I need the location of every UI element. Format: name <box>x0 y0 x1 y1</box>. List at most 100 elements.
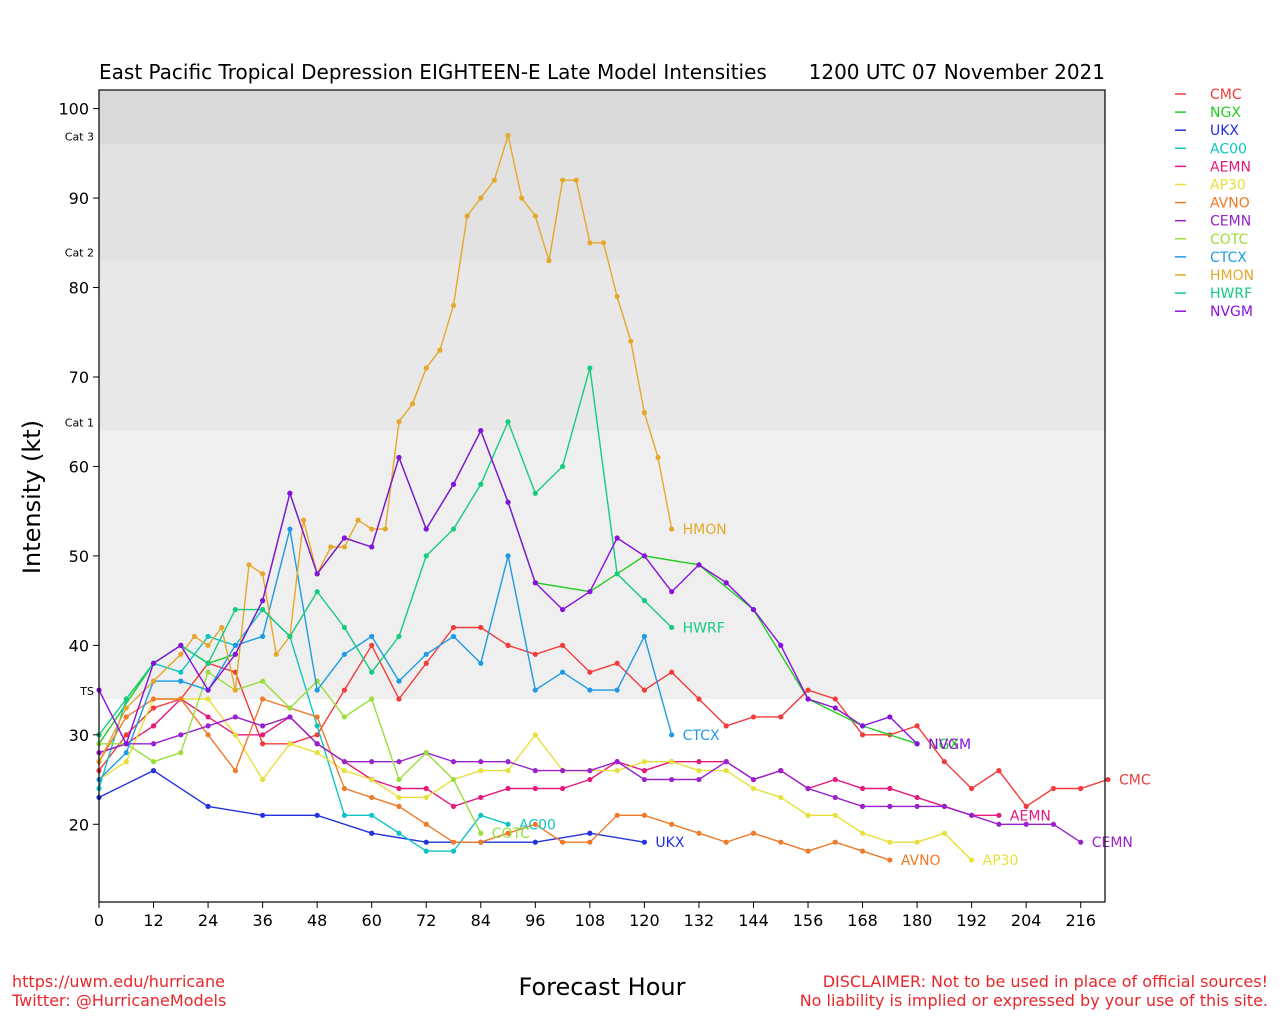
series-line-hwrf <box>98 367 673 736</box>
category-label-cat-2: Cat 2 <box>65 247 94 260</box>
data-point-aemn <box>150 723 157 729</box>
data-point-cmc <box>369 642 375 648</box>
data-point-ap30 <box>260 776 266 783</box>
data-point-nvgm <box>369 544 375 550</box>
series-nvgm <box>96 428 920 747</box>
data-point-ctcx <box>369 633 375 640</box>
y-tick-label: 30 <box>69 726 89 745</box>
data-point-hmon <box>191 633 198 640</box>
data-point-cemn <box>641 776 648 783</box>
data-point-nvgm <box>205 687 211 693</box>
data-point-aemn <box>478 794 484 801</box>
data-point-hmon <box>328 544 334 550</box>
data-point-ap30 <box>887 839 893 845</box>
data-point-nvgm <box>314 571 320 577</box>
data-point-ctcx <box>532 687 538 693</box>
data-point-ukx <box>587 830 593 836</box>
data-point-nvgm <box>859 723 866 729</box>
legend-label: AP30 <box>1210 178 1246 194</box>
data-point-cemn <box>832 794 838 801</box>
data-point-hmon <box>382 526 388 532</box>
plot-frame <box>98 89 1106 903</box>
data-point-ukx <box>641 839 648 845</box>
data-point-cemn <box>805 785 811 792</box>
data-point-cmc <box>123 732 129 738</box>
data-point-nvgm <box>669 589 675 595</box>
data-point-nvgm <box>505 499 511 505</box>
data-point-nvgm <box>423 526 429 532</box>
data-point-cmc <box>832 696 838 702</box>
data-point-hmon <box>273 651 279 657</box>
data-point-cmc <box>150 705 157 711</box>
series-cemn <box>96 714 1084 845</box>
data-point-aemn <box>996 812 1002 818</box>
data-point-ap30 <box>314 750 320 756</box>
end-label-nvgm: NVGM <box>928 737 971 753</box>
x-tick-label: 144 <box>738 911 769 930</box>
data-point-nvgm <box>287 490 293 496</box>
data-point-cmc <box>750 714 757 720</box>
data-point-cemn <box>887 803 893 809</box>
data-point-cemn <box>614 759 620 765</box>
y-tick-label: 80 <box>69 279 89 298</box>
legend-item-ac00: AC00 <box>1175 141 1247 157</box>
end-label-hmon: HMON <box>683 522 727 538</box>
x-tick-label: 24 <box>198 911 218 930</box>
data-point-hmon <box>219 624 225 631</box>
data-point-hwrf <box>423 553 429 559</box>
x-tick-label: 36 <box>252 911 272 930</box>
data-point-hwrf <box>587 365 593 371</box>
data-point-cmc <box>478 624 484 631</box>
data-point-aemn <box>205 714 211 720</box>
data-point-cmc <box>260 741 266 747</box>
data-point-hwrf <box>641 598 648 604</box>
x-tick-label: 12 <box>143 911 163 930</box>
data-point-hmon <box>669 526 675 532</box>
data-point-hmon <box>600 240 607 246</box>
data-point-ac00 <box>450 848 457 854</box>
data-point-avno <box>859 848 866 854</box>
x-tick-label: 84 <box>471 911 491 930</box>
data-point-nvgm <box>260 598 266 604</box>
data-point-hwrf <box>505 419 511 425</box>
x-tick-label: 120 <box>629 911 660 930</box>
x-tick-label: 96 <box>525 911 545 930</box>
data-point-cemn <box>205 723 211 729</box>
data-point-hwrf <box>287 633 293 640</box>
data-point-ctcx <box>287 526 293 532</box>
data-point-hmon <box>478 195 484 201</box>
data-point-ac00 <box>341 812 348 818</box>
y-axis-ticks: 20 30 40 50 60 70 80 90 100 <box>58 100 99 834</box>
legend-item-cotc: COTC <box>1175 232 1249 248</box>
data-point-avno <box>178 696 184 702</box>
data-point-ap30 <box>341 768 348 774</box>
footer-twitter[interactable]: Twitter: @HurricaneModels <box>12 991 227 1010</box>
end-label-ctcx: CTCX <box>683 728 720 744</box>
data-point-cmc <box>805 687 811 693</box>
data-point-nvgm <box>832 705 838 711</box>
x-tick-label: 168 <box>847 911 878 930</box>
data-point-cmc <box>1078 785 1084 792</box>
data-point-ukx <box>260 812 266 818</box>
legend-item-cemn: CEMN <box>1175 214 1251 230</box>
data-point-nvgm <box>532 580 538 586</box>
legend-label: AEMN <box>1210 159 1251 175</box>
footer-url[interactable]: https://uwm.edu/hurricane <box>12 972 225 991</box>
data-point-aemn <box>914 794 920 801</box>
data-point-ac00 <box>423 848 429 854</box>
data-point-cotc <box>450 776 457 783</box>
data-point-avno <box>150 696 157 702</box>
data-point-aemn <box>832 776 838 783</box>
data-point-avno <box>669 821 675 827</box>
data-point-cotc <box>341 714 348 720</box>
data-point-hmon <box>450 302 457 309</box>
end-label-cmc: CMC <box>1119 773 1151 789</box>
data-point-cmc <box>969 785 975 792</box>
x-tick-label: 0 <box>94 911 104 930</box>
data-point-ctcx <box>559 669 566 675</box>
data-point-ap30 <box>123 759 129 765</box>
disclaimer-line-1: DISCLAIMER: Not to be used in place of o… <box>822 972 1268 991</box>
data-point-cemn <box>232 714 238 720</box>
data-point-cotc <box>478 830 484 836</box>
end-label-aemn: AEMN <box>1010 808 1051 824</box>
